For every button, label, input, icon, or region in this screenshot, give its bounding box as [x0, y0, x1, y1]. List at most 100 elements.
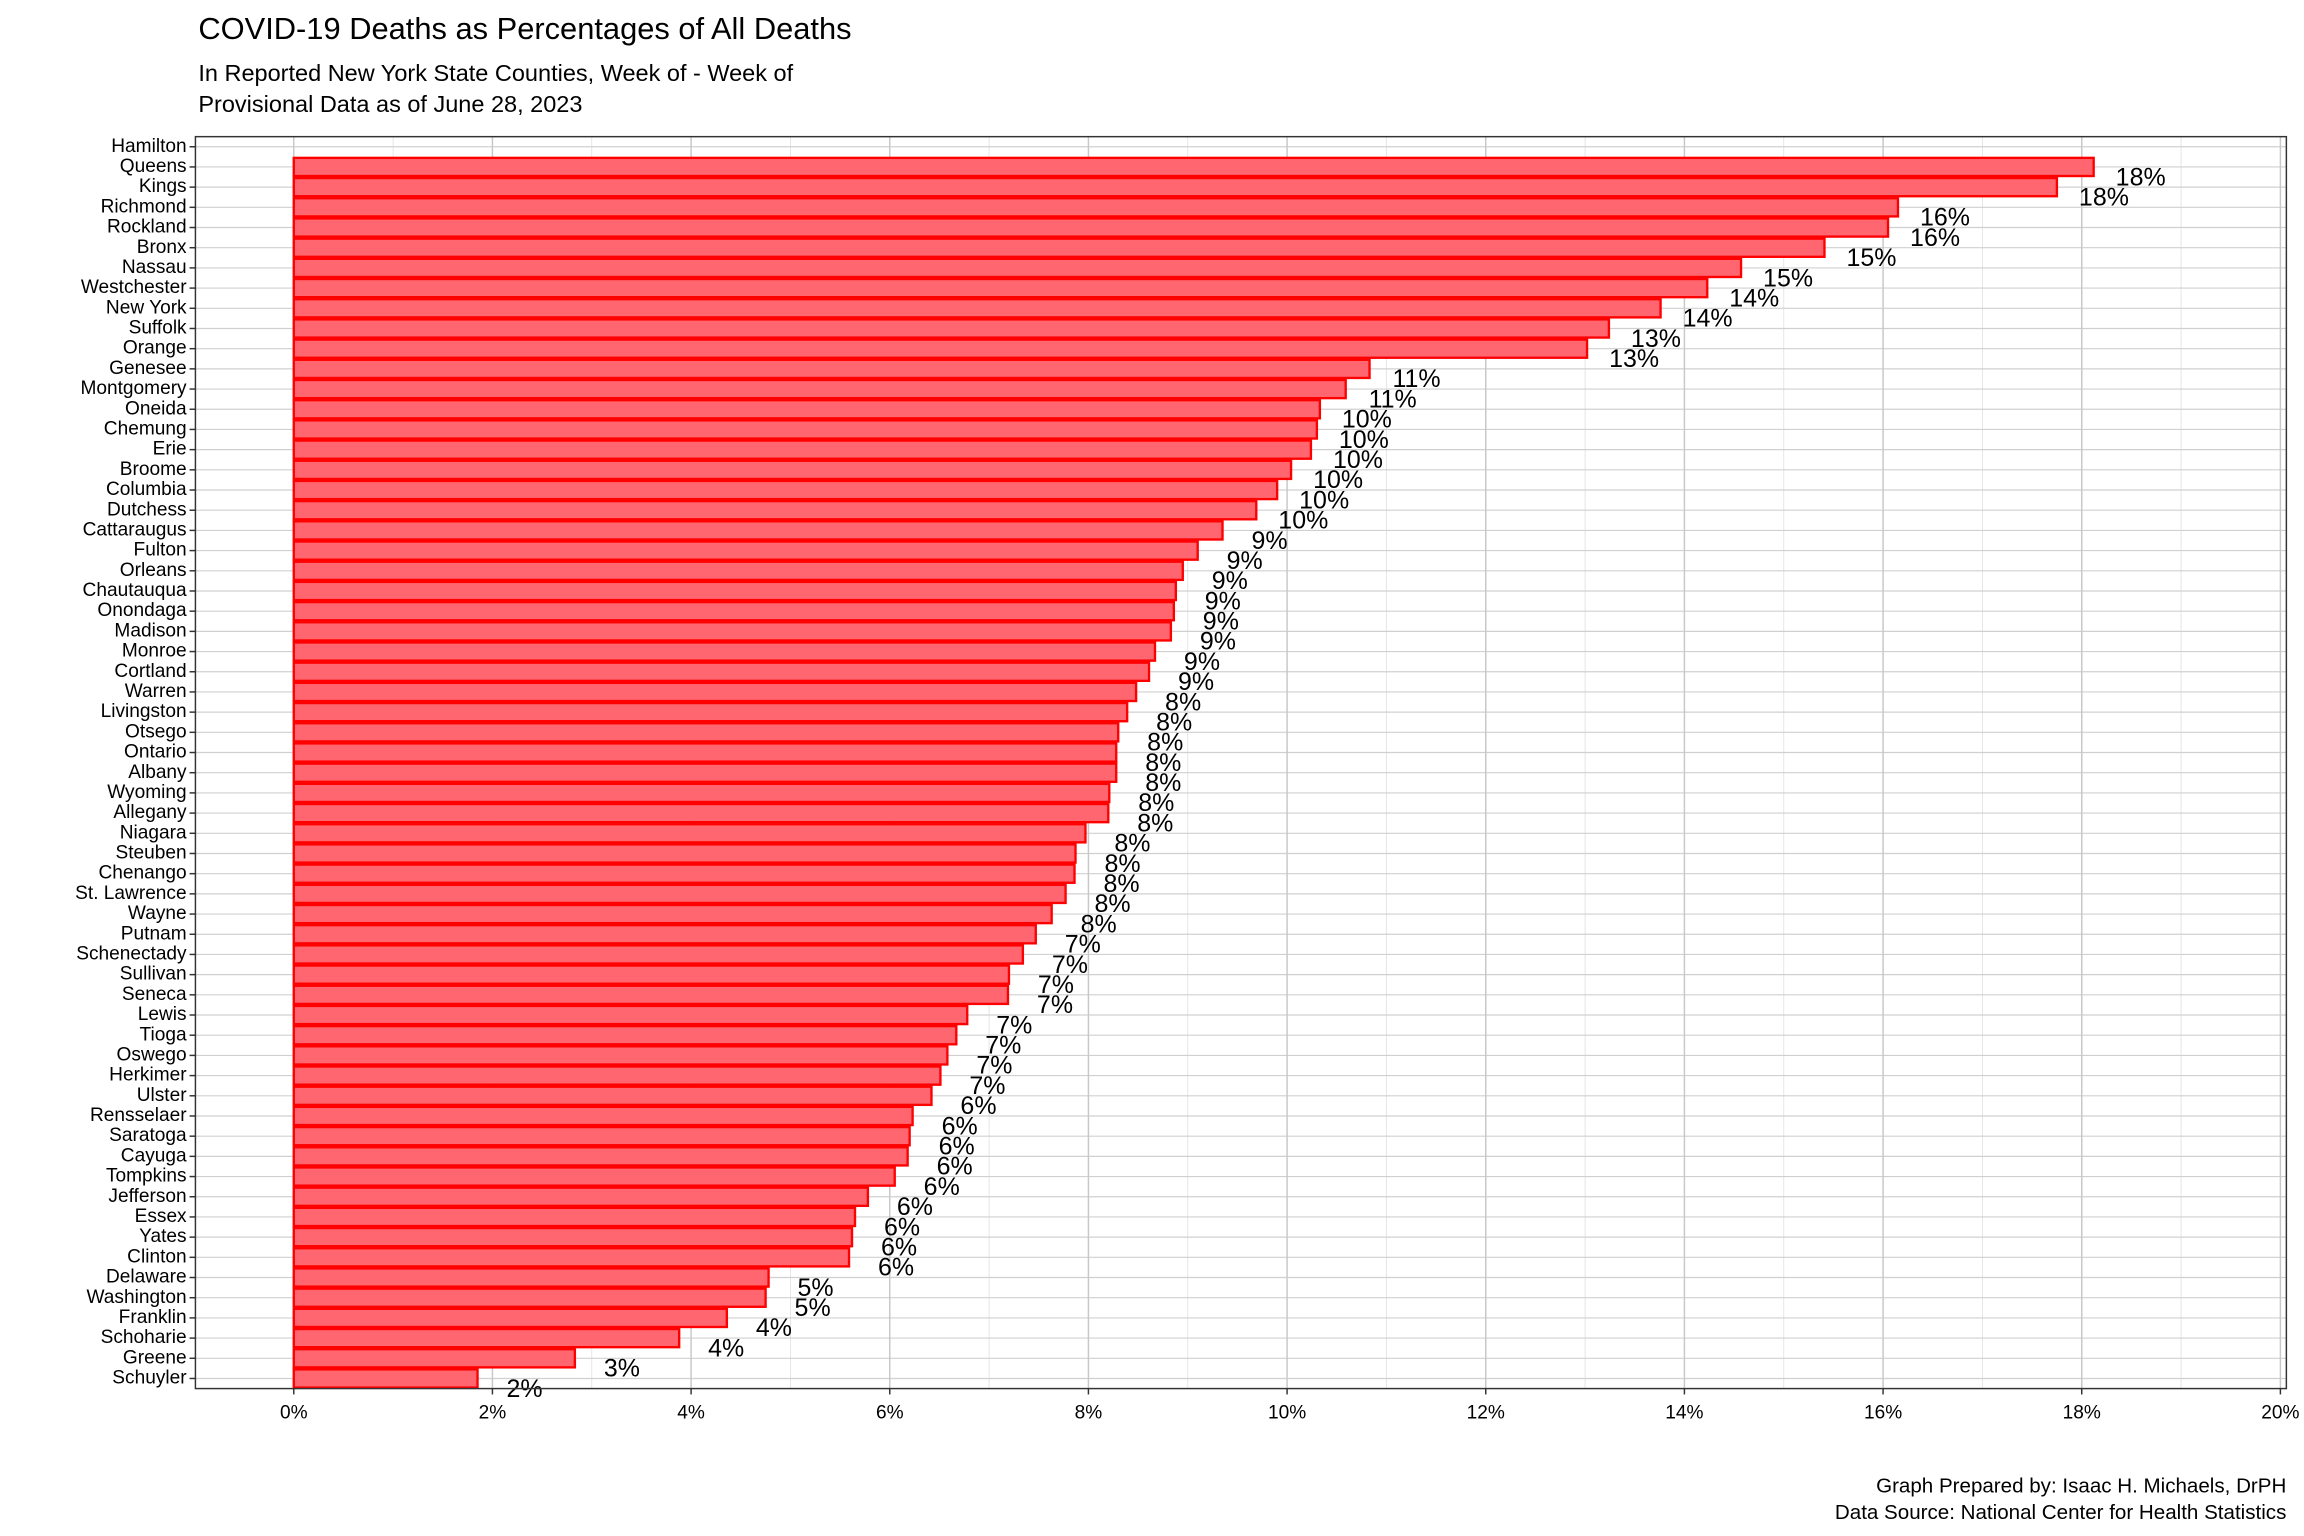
bar: [292, 1267, 770, 1288]
y-tick-label: Cattaraugus: [83, 519, 187, 540]
data-label: 8%: [1147, 729, 1183, 757]
data-label: 6%: [937, 1153, 973, 1181]
bar: [292, 1085, 933, 1107]
y-tick-label: Putnam: [121, 923, 187, 944]
y-tick-label: Hamilton: [111, 136, 186, 157]
y-tick-label: Cortland: [114, 661, 186, 682]
data-label: 9%: [1212, 567, 1248, 595]
data-label: 14%: [1729, 284, 1779, 312]
y-tick-label: Clinton: [127, 1246, 186, 1267]
y-tick-label: Livingston: [101, 701, 187, 722]
bar: [292, 237, 1826, 258]
bar: [292, 419, 1319, 440]
y-tick-label: Yates: [139, 1226, 186, 1247]
data-label: 3%: [604, 1355, 640, 1383]
bar: [292, 1206, 857, 1228]
bar: [292, 217, 1890, 238]
bar: [292, 479, 1279, 501]
bar: [292, 863, 1076, 884]
bar: [292, 1065, 942, 1086]
data-label: 6%: [960, 1092, 996, 1120]
x-tick-label: 12%: [1467, 1403, 1505, 1424]
y-tick-label: Westchester: [81, 277, 187, 298]
bar: [292, 1004, 969, 1026]
caption: Graph Prepared by: Isaac H. Michaels, Dr…: [1876, 1474, 2286, 1497]
data-label: 8%: [1095, 890, 1131, 918]
y-tick-label: Chautauqua: [83, 580, 187, 601]
data-label: 6%: [878, 1254, 914, 1282]
y-tick-label: Albany: [128, 762, 187, 783]
bar: [292, 560, 1184, 582]
bar: [292, 439, 1313, 460]
data-label: 13%: [1631, 325, 1681, 353]
y-tick-label: Monroe: [122, 641, 187, 662]
bar: [292, 742, 1118, 763]
y-tick-label: Bronx: [137, 237, 187, 258]
data-label: 8%: [1138, 789, 1174, 817]
y-tick-label: Broome: [120, 459, 187, 480]
y-tick-label: Jefferson: [108, 1186, 186, 1207]
y-tick-label: Tompkins: [106, 1166, 187, 1187]
bar: [292, 722, 1120, 743]
bar: [292, 1186, 870, 1208]
y-tick-label: Cayuga: [121, 1145, 187, 1166]
y-tick-label: Tioga: [140, 1024, 187, 1045]
bar: [292, 1368, 479, 1389]
data-label: 7%: [985, 1032, 1021, 1060]
y-tick-label: Schuyler: [112, 1368, 187, 1389]
bar: [292, 1307, 729, 1329]
y-tick-label: Oneida: [125, 398, 187, 419]
y-tick-label: Herkimer: [109, 1065, 187, 1086]
data-label: 8%: [1137, 809, 1173, 837]
x-tick-label: 4%: [677, 1403, 705, 1424]
bar: [292, 499, 1258, 521]
data-label: 6%: [884, 1213, 920, 1241]
bar: [292, 338, 1589, 359]
data-label: 8%: [1165, 688, 1201, 716]
data-label: 4%: [756, 1314, 792, 1342]
data-label: 11%: [1369, 385, 1417, 413]
y-tick-label: Oswego: [117, 1044, 187, 1065]
data-label: 8%: [1145, 769, 1181, 797]
y-tick-label: Delaware: [106, 1267, 187, 1288]
data-label: 6%: [924, 1173, 960, 1201]
bar: [292, 358, 1371, 380]
x-tick-label: 6%: [876, 1403, 904, 1424]
data-label: 6%: [942, 1112, 978, 1140]
data-label: 7%: [976, 1052, 1012, 1080]
data-label: 7%: [1052, 951, 1088, 979]
data-label: 9%: [1200, 628, 1236, 656]
data-label: 8%: [1114, 830, 1150, 858]
chart-subtitle: In Reported New York State Counties, Wee…: [198, 60, 793, 86]
bar: [292, 621, 1173, 642]
bar: [292, 1287, 767, 1308]
y-tick-label: Essex: [135, 1206, 187, 1227]
bar: [292, 197, 1900, 218]
y-tick-label: Chemung: [104, 418, 187, 439]
x-tick-label: 20%: [2261, 1403, 2299, 1424]
y-tick-label: Warren: [125, 681, 187, 702]
bar: [292, 257, 1743, 279]
data-label: 18%: [2116, 163, 2166, 191]
data-label: 8%: [1156, 708, 1192, 736]
x-tick-label: 8%: [1075, 1403, 1103, 1424]
y-tick-label: Lewis: [138, 1004, 187, 1025]
data-label: 7%: [1038, 971, 1074, 999]
y-tick-label: Genesee: [109, 358, 187, 379]
bar: [292, 1105, 914, 1127]
y-tick-label: Madison: [114, 620, 186, 641]
y-tick-label: Richmond: [101, 196, 187, 217]
bar: [292, 176, 2059, 198]
data-label: 8%: [1103, 870, 1139, 898]
data-label: 14%: [1683, 305, 1733, 333]
bar: [292, 1226, 854, 1248]
caption: Data Source: National Center for Health …: [1835, 1501, 2286, 1524]
y-tick-label: Columbia: [106, 479, 187, 500]
bar: [292, 459, 1293, 481]
y-tick-label: Chenango: [98, 863, 186, 884]
data-label: 6%: [897, 1193, 933, 1221]
data-label: 10%: [1333, 446, 1383, 474]
bar: [292, 903, 1053, 925]
plot-frame: [194, 135, 2288, 1390]
